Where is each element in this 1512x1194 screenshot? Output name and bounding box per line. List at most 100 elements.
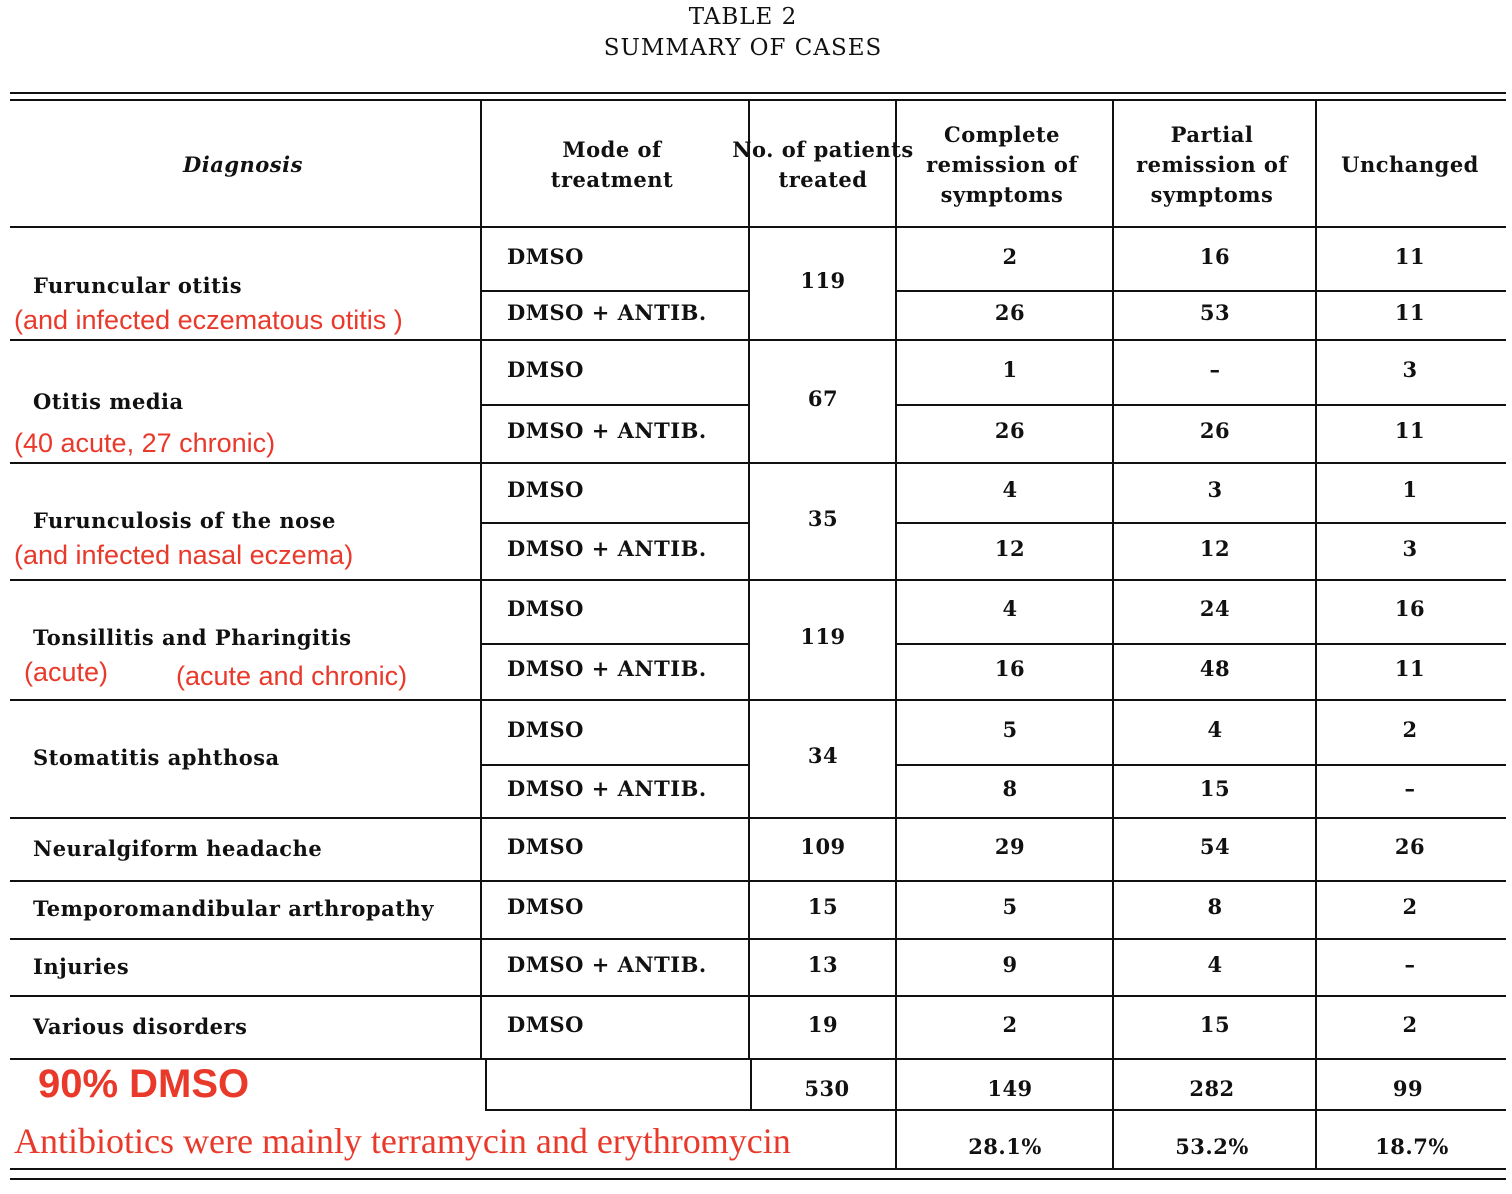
complete-cell: 26 — [994, 299, 1026, 325]
group-divider — [10, 579, 1506, 581]
column-header: No. of patients treated — [732, 137, 914, 192]
diagnosis-cell: Furunculosis of the nose — [33, 508, 336, 533]
unchanged-cell: 3 — [1402, 535, 1418, 561]
column-header: Diagnosis — [183, 152, 303, 177]
patients-cell: 35 — [807, 505, 839, 531]
complete-cell: 26 — [994, 418, 1026, 443]
unchanged-cell: 11 — [1394, 299, 1426, 325]
row-divider — [480, 522, 748, 524]
partial-cell: 4 — [1207, 951, 1223, 977]
table-title: TABLE 2 SUMMARY OF CASES — [604, 2, 883, 64]
rule — [10, 226, 1506, 228]
mode-cell: DMSO + ANTIB. — [507, 299, 707, 325]
mode-cell: DMSO + ANTIB. — [507, 535, 707, 561]
antibiotics-annotation: Antibiotics were mainly terramycin and e… — [14, 1121, 791, 1161]
mode-cell: DMSO — [507, 1011, 584, 1037]
patients-cell: 119 — [800, 624, 846, 649]
complete-cell: 1 — [1002, 356, 1018, 382]
patients-cell: 15 — [807, 894, 839, 919]
patients-cell: 19 — [807, 1011, 839, 1037]
unchanged-cell: – — [1404, 951, 1416, 977]
complete-cell: 4 — [1002, 596, 1018, 621]
partial-cell: 53 — [1199, 299, 1231, 325]
row-divider — [895, 643, 1506, 645]
complete-cell: 8 — [1002, 775, 1018, 801]
row-divider — [480, 404, 748, 406]
partial-cell: 8 — [1207, 894, 1223, 919]
diagnosis-cell: Tonsillitis and Pharingitis — [33, 625, 352, 650]
partial-cell: 12 — [1199, 535, 1231, 561]
group-divider — [10, 699, 1506, 701]
mode-cell: DMSO + ANTIB. — [507, 775, 707, 801]
rule — [10, 1178, 1506, 1180]
row-divider — [480, 764, 748, 766]
table-number: TABLE 2 — [688, 4, 798, 30]
group-divider — [10, 995, 1506, 997]
mode-cell: DMSO — [507, 716, 584, 742]
rule — [10, 99, 1506, 101]
mode-cell: DMSO + ANTIB. — [507, 656, 707, 681]
column-divider — [1112, 1058, 1114, 1168]
complete-cell: 12 — [994, 535, 1026, 561]
percent-unchanged: 18.7% — [1375, 1134, 1449, 1159]
column-divider — [895, 1058, 897, 1168]
column-header: Unchanged — [1341, 152, 1479, 177]
diagnosis-cell: Temporomandibular arthropathy — [33, 896, 434, 921]
partial-cell: – — [1209, 356, 1221, 382]
partial-cell: 16 — [1199, 243, 1231, 269]
diagnosis-note: (acute and chronic) — [176, 661, 408, 691]
diagnosis-note: (and infected nasal eczema) — [14, 540, 354, 570]
partial-cell: 24 — [1199, 596, 1231, 621]
column-divider — [1315, 1058, 1317, 1168]
group-divider — [10, 817, 1506, 819]
mode-cell: DMSO — [507, 596, 584, 621]
unchanged-cell: 3 — [1402, 356, 1418, 382]
complete-cell: 5 — [1002, 894, 1018, 919]
unchanged-cell: 1 — [1402, 477, 1418, 502]
partial-cell: 4 — [1207, 716, 1223, 742]
complete-cell: 4 — [1002, 477, 1018, 502]
unchanged-cell: 11 — [1394, 656, 1426, 681]
complete-cell: 2 — [1002, 1011, 1018, 1037]
table-caption: SUMMARY OF CASES — [603, 35, 883, 61]
column-header: Partial remission of symptoms — [1136, 122, 1288, 207]
complete-cell: 29 — [994, 833, 1026, 859]
group-divider — [10, 339, 1506, 341]
column-divider — [750, 1058, 752, 1110]
dmso-annotation: 90% DMSO — [38, 1062, 250, 1106]
row-divider — [895, 764, 1506, 766]
column-divider — [485, 1058, 487, 1110]
diagnosis-cell: Furuncular otitis — [33, 273, 243, 298]
row-divider — [480, 643, 748, 645]
row-divider — [480, 290, 748, 292]
column-divider — [1112, 100, 1114, 1058]
rule — [10, 92, 1506, 94]
diagnosis-cell: Stomatitis aphthosa — [33, 745, 280, 770]
partial-cell: 15 — [1199, 1011, 1231, 1037]
total-partial: 282 — [1189, 1076, 1235, 1101]
mode-cell: DMSO + ANTIB. — [507, 418, 707, 443]
group-divider — [10, 880, 1506, 882]
rule — [485, 1109, 1506, 1111]
partial-cell: 15 — [1199, 775, 1231, 801]
mode-cell: DMSO + ANTIB. — [507, 951, 707, 977]
patients-cell: 67 — [807, 385, 839, 411]
unchanged-cell: 2 — [1402, 894, 1418, 919]
diagnosis-note: (40 acute, 27 chronic) — [14, 428, 276, 458]
unchanged-cell: 2 — [1402, 716, 1418, 742]
mode-cell: DMSO — [507, 894, 584, 919]
unchanged-cell: 26 — [1394, 833, 1426, 859]
unchanged-cell: 2 — [1402, 1011, 1418, 1037]
mode-cell: DMSO — [507, 477, 584, 502]
group-divider — [10, 938, 1506, 940]
total-complete: 149 — [987, 1076, 1033, 1101]
mode-cell: DMSO — [507, 356, 584, 382]
mode-cell: DMSO — [507, 243, 584, 269]
group-divider — [10, 1058, 1506, 1060]
patients-cell: 13 — [807, 951, 839, 977]
partial-cell: 3 — [1207, 477, 1223, 502]
percent-complete: 28.1% — [968, 1134, 1042, 1159]
column-divider — [748, 100, 750, 1058]
diagnosis-cell: Otitis media — [33, 389, 184, 414]
